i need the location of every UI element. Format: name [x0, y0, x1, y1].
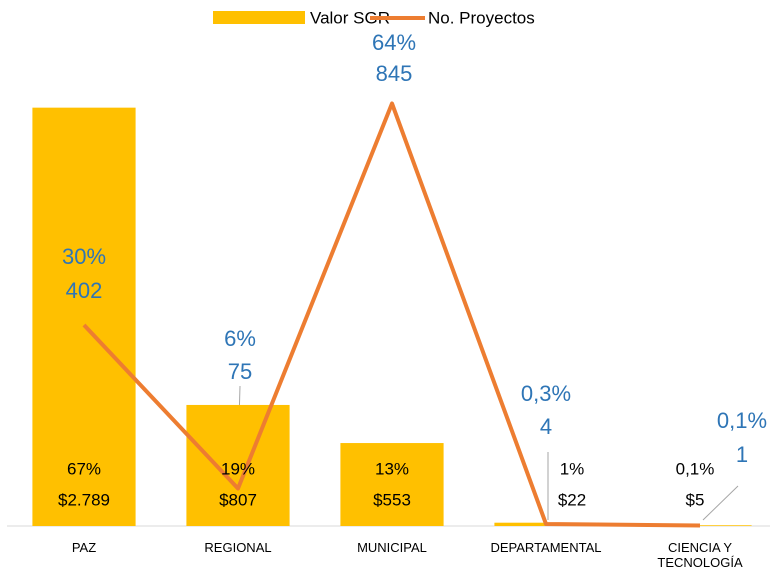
x-tick-label-box: PAZ	[71, 540, 97, 555]
x-tick-label: CIENCIA Y TECNOLOGÍA	[657, 540, 743, 570]
legend-label: No. Proyectos	[428, 8, 535, 27]
x-tick-label-box: CIENCIA Y TECNOLOGÍA	[657, 540, 743, 570]
data-label-share: 30%	[62, 244, 106, 269]
data-label-share: 0,1%	[676, 459, 715, 478]
data-label: 1	[736, 442, 748, 467]
x-tick-label: MUNICIPAL	[357, 540, 427, 555]
data-label-share: 0,3%	[521, 381, 571, 406]
bar	[648, 525, 752, 526]
x-tick-label: DEPARTAMENTAL	[490, 540, 602, 555]
data-label: 75	[228, 359, 252, 384]
x-tick-label-box: MUNICIPAL	[357, 540, 427, 555]
x-tick-label-box: DEPARTAMENTAL	[490, 540, 602, 555]
legend-swatch	[213, 11, 305, 24]
data-label-share: 0,1%	[717, 408, 767, 433]
leader-line	[702, 485, 739, 521]
x-tick-label: PAZ	[71, 540, 97, 555]
data-label: $807	[219, 490, 257, 509]
data-label: 845	[376, 61, 413, 86]
data-label-share: 67%	[67, 459, 101, 478]
data-label-share: 6%	[224, 326, 256, 351]
bar	[186, 404, 290, 526]
data-label: $2.789	[58, 490, 110, 509]
data-label: $22	[558, 490, 586, 509]
data-label-share: 13%	[375, 459, 409, 478]
data-label: $5	[686, 490, 705, 509]
data-label: 4	[540, 414, 552, 439]
bar	[340, 443, 444, 526]
data-label: $553	[373, 490, 411, 509]
data-label-share: 1%	[560, 459, 585, 478]
data-label: 402	[66, 278, 103, 303]
bar	[32, 107, 136, 527]
data-label-share: 64%	[372, 30, 416, 55]
line	[82, 101, 701, 528]
x-tick-label: REGIONAL	[204, 540, 272, 555]
legend-label: Valor SGR	[310, 8, 390, 27]
x-tick-label-box: REGIONAL	[204, 540, 272, 555]
data-label-share: 19%	[221, 459, 255, 478]
